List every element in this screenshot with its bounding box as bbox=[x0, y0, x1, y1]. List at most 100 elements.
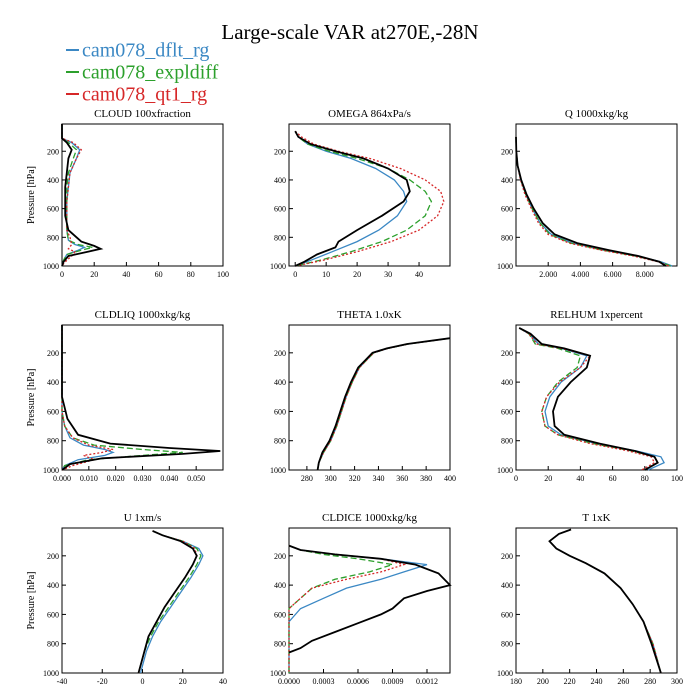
panel-4-xtick-label: 0.000 bbox=[53, 474, 71, 483]
panel-3-xtick-label: 4.000 bbox=[571, 270, 589, 279]
panel-6-xtick-label: 40 bbox=[576, 474, 584, 483]
panel-4-xtick-label: 0.010 bbox=[80, 474, 98, 483]
panel-9-series-cam078_qt1_rg bbox=[548, 528, 662, 674]
panel-1-xtick-label: 80 bbox=[187, 270, 195, 279]
panel-9-ytick-label: 800 bbox=[501, 640, 513, 649]
panel-8-xtick-label: 0.0000 bbox=[278, 677, 300, 686]
panel-3-ytick-label: 800 bbox=[501, 233, 513, 242]
panel-3-frame bbox=[515, 123, 678, 267]
panel-2-xtick-label: 40 bbox=[415, 270, 423, 279]
panel-9-series-cam078_expldiff bbox=[548, 528, 662, 674]
legend-item-qt1: cam078_qt1_rg bbox=[66, 82, 218, 105]
panel-7-ytick-label: 400 bbox=[47, 581, 59, 590]
panel-1-ytick-label: 1000 bbox=[43, 262, 59, 271]
panel-9-xtick-label: 260 bbox=[617, 677, 629, 686]
panel-5-xtick-label: 360 bbox=[396, 474, 408, 483]
panel-2-xtick-label: 20 bbox=[353, 270, 361, 279]
panel-3-ytick-label: 600 bbox=[501, 205, 513, 214]
panel-4-ytick-label: 400 bbox=[47, 378, 59, 387]
panel-8-frame bbox=[288, 527, 451, 674]
panel-4-xtick-label: 0.030 bbox=[134, 474, 152, 483]
panel-5-series-cam078_expldiff bbox=[316, 337, 451, 471]
panel-2-ytick-label: 800 bbox=[274, 233, 286, 242]
panel-6-title: RELHUM 1xpercent bbox=[550, 309, 643, 321]
panel-8-ytick-label: 400 bbox=[274, 581, 286, 590]
panel-5-ytick-label: 200 bbox=[274, 349, 286, 358]
panel-1-xtick-label: 100 bbox=[217, 270, 229, 279]
panel-5-ytick-label: 400 bbox=[274, 378, 286, 387]
legend-item-expldiff: cam078_expldiff bbox=[66, 60, 219, 84]
panel-7-xtick-label: -20 bbox=[97, 677, 108, 686]
panel-2-series-cam078_expldiff bbox=[294, 130, 433, 267]
panel-7-xtick-label: 20 bbox=[179, 677, 187, 686]
panel-8-series-cam078_expldiff bbox=[288, 544, 393, 673]
panel-1-ytick-label: 400 bbox=[47, 176, 59, 185]
panel-5-xtick-label: 380 bbox=[420, 474, 432, 483]
panel-5-xtick-label: 320 bbox=[349, 474, 361, 483]
panel-2-title: OMEGA 864xPa/s bbox=[328, 108, 411, 120]
panel-2-frame bbox=[288, 123, 451, 267]
panel-9-frame bbox=[515, 527, 678, 674]
panel-1-xtick-label: 40 bbox=[122, 270, 130, 279]
panel-9-xtick-label: 200 bbox=[537, 677, 549, 686]
panel-4-ytick-label: 1000 bbox=[43, 466, 59, 475]
panel-6-xtick-label: 20 bbox=[544, 474, 552, 483]
panel-4-ylabel: Pressure [hPa] bbox=[26, 368, 37, 426]
panel-5-series-black bbox=[316, 337, 451, 471]
panel-8-ytick-label: 800 bbox=[274, 640, 286, 649]
panel-7-ytick-label: 200 bbox=[47, 552, 59, 561]
panel-8-ytick-label: 600 bbox=[274, 610, 286, 619]
panel-7-series-black bbox=[137, 530, 198, 674]
panel-9-xtick-label: 180 bbox=[510, 677, 522, 686]
panel-3-series-black bbox=[515, 136, 667, 267]
panel-7-series-cam078_dflt_rg bbox=[139, 530, 204, 674]
legend-label-expldiff: cam078_expldiff bbox=[82, 61, 219, 84]
panel-6-ytick-label: 200 bbox=[501, 349, 513, 358]
panel-7-ytick-label: 600 bbox=[47, 610, 59, 619]
legend: cam078_dflt_rg cam078_expldiff cam078_qt… bbox=[66, 38, 219, 105]
panel-5-frame bbox=[288, 324, 451, 471]
panel-3-ytick-label: 200 bbox=[501, 147, 513, 156]
panel-4-xtick-label: 0.040 bbox=[160, 474, 178, 483]
panel-1-xtick-label: 60 bbox=[155, 270, 163, 279]
panel-5-title: THETA 1.0xK bbox=[337, 309, 402, 321]
legend-swatch-expldiff bbox=[66, 71, 79, 74]
panel-9-series-cam078_dflt_rg bbox=[548, 528, 662, 674]
panel-5-xtick-label: 300 bbox=[325, 474, 337, 483]
panel-1-title: CLOUD 100xfraction bbox=[94, 108, 191, 120]
panel-3-title: Q 1000xkg/kg bbox=[565, 108, 629, 120]
panel-5-xtick-label: 400 bbox=[444, 474, 456, 483]
panel-9-ytick-label: 600 bbox=[501, 610, 513, 619]
panel-9-title: T 1xK bbox=[582, 512, 610, 524]
panel-6-xtick-label: 100 bbox=[671, 474, 683, 483]
panel-9-ytick-label: 400 bbox=[501, 581, 513, 590]
panel-2-ytick-label: 200 bbox=[274, 147, 286, 156]
panel-4-xtick-label: 0.020 bbox=[107, 474, 125, 483]
legend-swatch-qt1 bbox=[66, 93, 79, 96]
panel-2-ytick-label: 1000 bbox=[270, 262, 286, 271]
panel-6-series-cam078_qt1_rg bbox=[518, 327, 656, 471]
legend-label-dflt: cam078_dflt_rg bbox=[82, 39, 210, 62]
panel-7-ytick-label: 800 bbox=[47, 640, 59, 649]
panel-8-xtick-label: 0.0006 bbox=[347, 677, 369, 686]
panel-9-ytick-label: 200 bbox=[501, 552, 513, 561]
panel-3-xtick-label: 8.000 bbox=[636, 270, 654, 279]
panel-2-ytick-label: 400 bbox=[274, 176, 286, 185]
panel-6-ytick-label: 800 bbox=[501, 437, 513, 446]
panel-6-series-cam078_expldiff bbox=[518, 327, 659, 471]
panel-2-series-cam078_dflt_rg bbox=[294, 130, 408, 267]
panel-5-xtick-label: 280 bbox=[301, 474, 313, 483]
figure-title: Large-scale VAR at270E,-28N bbox=[221, 20, 479, 44]
panel-1-ylabel: Pressure [hPa] bbox=[26, 166, 37, 224]
panel-7-ylabel: Pressure [hPa] bbox=[26, 571, 37, 629]
panel-1-xtick-label: 0 bbox=[60, 270, 64, 279]
panel-5-ytick-label: 1000 bbox=[270, 466, 286, 475]
panel-4-ytick-label: 800 bbox=[47, 437, 59, 446]
panel-9-xtick-label: 280 bbox=[644, 677, 656, 686]
panel-7-xtick-label: -40 bbox=[57, 677, 68, 686]
panel-5-series-cam078_dflt_rg bbox=[316, 337, 451, 471]
panel-7-title: U 1xm/s bbox=[124, 512, 162, 524]
legend-item-dflt: cam078_dflt_rg bbox=[66, 38, 218, 62]
panel-3-ytick-label: 1000 bbox=[497, 262, 513, 271]
panel-6-ytick-label: 600 bbox=[501, 407, 513, 416]
